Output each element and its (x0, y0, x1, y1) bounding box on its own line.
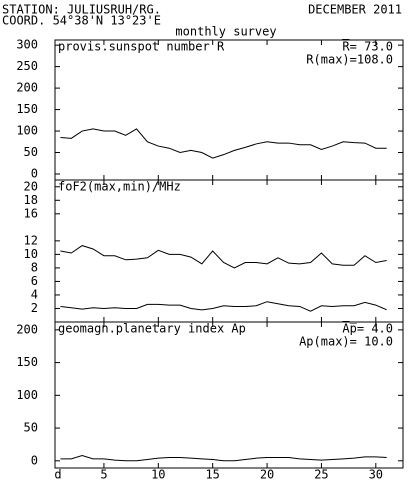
x-tick-label: 15 (205, 468, 219, 480)
data-line (60, 301, 387, 312)
x-tick-label: 30 (369, 468, 383, 480)
y-tick-label: 250 (16, 59, 38, 73)
y-tick-label: 300 (16, 38, 38, 52)
x-tick-label: 20 (260, 468, 274, 480)
y-tick-label: 18 (24, 193, 38, 207)
annotation: Ap(max)= 10.0 (299, 335, 393, 349)
x-tick-label: 10 (151, 468, 165, 480)
y-tick-label: 100 (16, 124, 38, 138)
data-line (60, 245, 387, 269)
y-tick-label: 50 (24, 145, 38, 159)
panel-title: geomagn.planetary index Ap (58, 322, 246, 336)
y-tick-label: 200 (16, 322, 38, 336)
subtitle: monthly survey (175, 25, 276, 39)
data-line (60, 455, 387, 462)
y-tick-label: 6 (31, 274, 38, 288)
y-tick-label: 0 (31, 453, 38, 467)
data-line (60, 128, 387, 159)
annotation: R(max)=108.0 (306, 53, 393, 67)
y-tick-label: 8 (31, 260, 38, 274)
y-tick-label: 200 (16, 81, 38, 95)
y-tick-label: 50 (24, 421, 38, 435)
y-tick-label: 0 (31, 166, 38, 180)
y-tick-label: 150 (16, 102, 38, 116)
y-tick-label: 12 (24, 233, 38, 247)
coord: COORD. 54°38'N 13°23'E (2, 14, 161, 28)
panel (54, 179, 404, 323)
y-tick-label: 4 (31, 287, 38, 301)
date: DECEMBER 2011 (308, 3, 402, 17)
y-tick-label: 150 (16, 355, 38, 369)
station: STATION: JULIUSRUH/RG. (2, 3, 161, 17)
panel-title: provis.sunspot number R (58, 40, 225, 54)
x-axis-label: d (54, 468, 61, 480)
annotation: R̅= 73.0 (342, 38, 393, 53)
annotation: A̅p̅= 4.0 (342, 320, 393, 335)
y-tick-label: 10 (24, 247, 38, 261)
y-tick-label: 100 (16, 388, 38, 402)
y-tick-label: 16 (24, 206, 38, 220)
panel-title: foF2(max,min)/MHz (58, 180, 181, 194)
x-tick-label: 5 (100, 468, 107, 480)
y-tick-label: 20 (24, 179, 38, 193)
y-tick-label: 2 (31, 301, 38, 315)
x-tick-label: 25 (314, 468, 328, 480)
